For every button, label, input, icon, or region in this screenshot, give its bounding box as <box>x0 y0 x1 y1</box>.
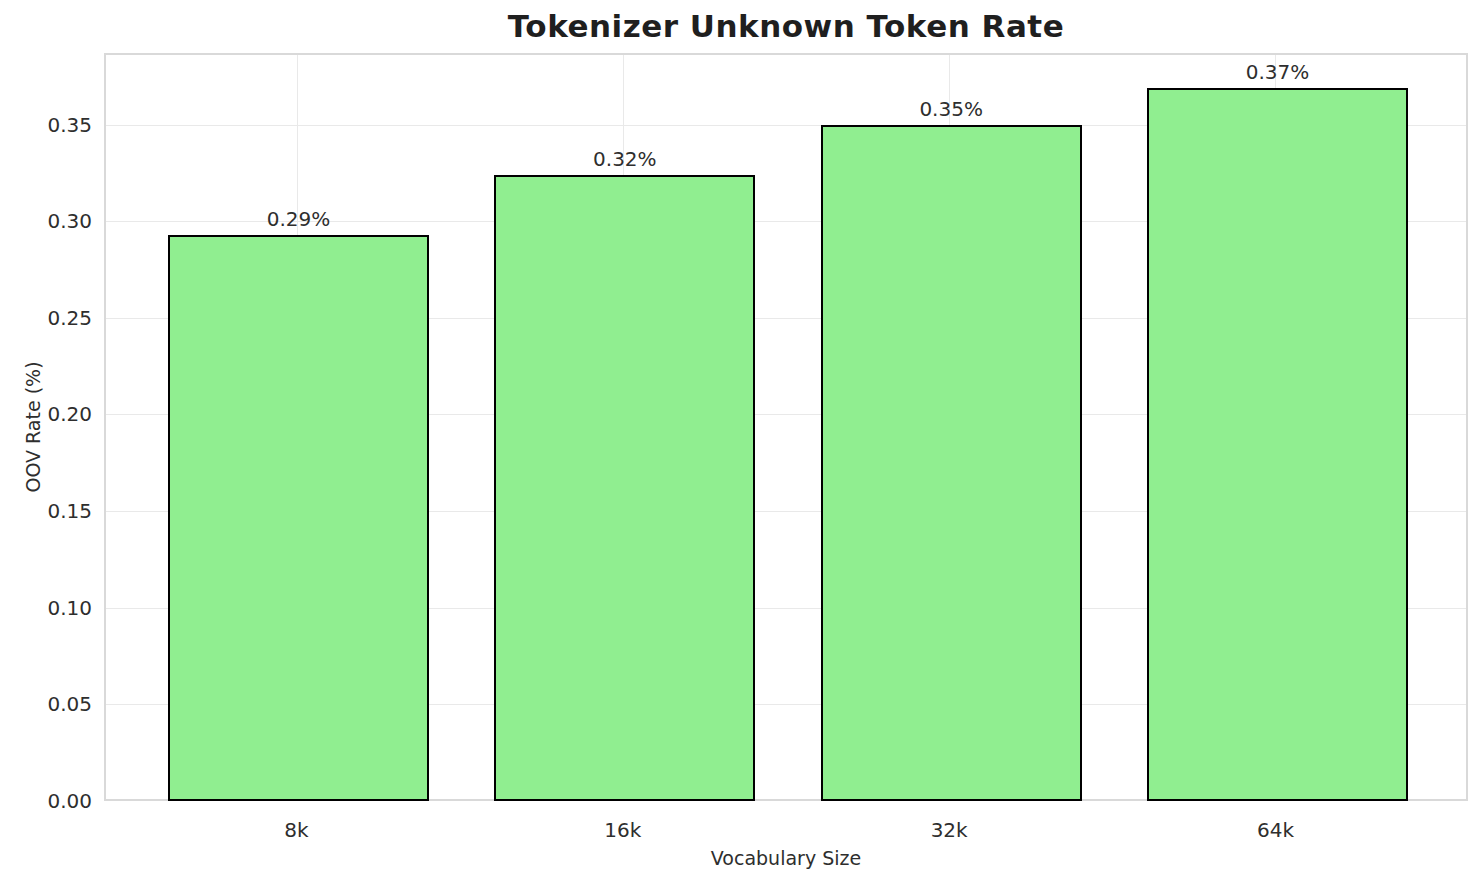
bar-value-label: 0.37% <box>1147 60 1408 84</box>
x-axis-label: Vocabulary Size <box>104 847 1468 869</box>
y-axis-label: OOV Rate (%) <box>22 361 44 492</box>
y-tick-label: 0.05 <box>22 694 92 714</box>
bar-value-label: 0.32% <box>494 147 755 171</box>
y-tick-label: 0.25 <box>22 308 92 328</box>
bar-32k <box>821 125 1082 801</box>
y-tick-label: 0.20 <box>22 404 92 424</box>
bar-16k <box>494 175 755 801</box>
plot-area: 0.29% 0.32% 0.35% 0.37% <box>104 53 1468 801</box>
y-tick-label: 0.00 <box>22 791 92 811</box>
x-tick-label: 8k <box>237 818 357 842</box>
chart-title: Tokenizer Unknown Token Rate <box>104 8 1468 44</box>
y-tick-label: 0.15 <box>22 501 92 521</box>
bar-64k <box>1147 88 1408 801</box>
bar-8k <box>168 235 429 801</box>
y-tick-label: 0.30 <box>22 211 92 231</box>
x-tick-label: 16k <box>563 818 683 842</box>
x-tick-label: 32k <box>889 818 1009 842</box>
x-tick-label: 64k <box>1215 818 1335 842</box>
y-tick-label: 0.35 <box>22 115 92 135</box>
bar-value-label: 0.29% <box>168 207 429 231</box>
y-tick-label: 0.10 <box>22 598 92 618</box>
bar-chart-figure: Tokenizer Unknown Token Rate OOV Rate (%… <box>0 0 1484 885</box>
bar-value-label: 0.35% <box>821 97 1082 121</box>
